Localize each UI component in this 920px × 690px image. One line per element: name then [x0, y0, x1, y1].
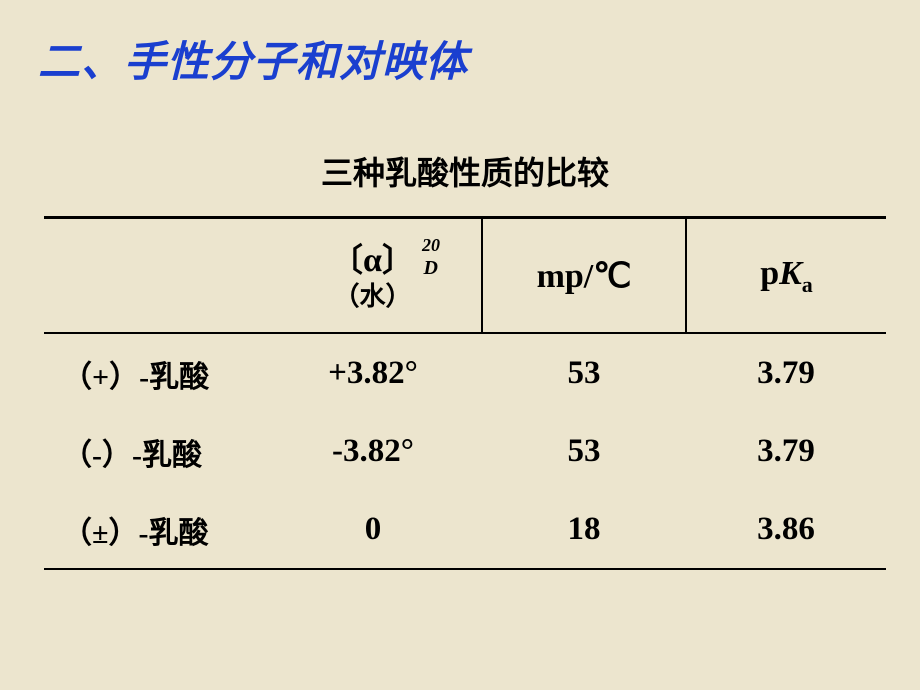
table-row: （±）-乳酸 0 18 3.86 [44, 490, 886, 569]
cell-mp: 18 [482, 490, 686, 569]
cell-alpha: -3.82° [264, 412, 482, 490]
table-bottom-rule [44, 569, 886, 570]
table-row: （-）-乳酸 -3.82° 53 3.79 [44, 412, 886, 490]
pka-a: a [802, 272, 813, 297]
lactic-acid-table: 〔α〕 20 D （水） mp/℃ pKa （+）-乳酸 [44, 216, 886, 570]
cell-alpha: 0 [264, 490, 482, 569]
section-heading: 二、手性分子和对映体 [38, 28, 468, 89]
alpha-superscript: 20 [422, 235, 440, 256]
table-row: （+）-乳酸 +3.82° 53 3.79 [44, 333, 886, 412]
pka-p: p [760, 255, 779, 292]
pka-k: K [779, 255, 802, 292]
cell-mp: 53 [482, 333, 686, 412]
alpha-bracket-open: 〔 [331, 242, 363, 278]
row-label: （+）-乳酸 [44, 333, 264, 412]
alpha-bracket-close: 〕 [382, 242, 414, 278]
cell-pka: 3.79 [686, 412, 886, 490]
alpha-subscript: D [424, 257, 438, 280]
header-melting-point: mp/℃ [482, 218, 686, 333]
header-pka: pKa [686, 218, 886, 333]
row-label: （-）-乳酸 [44, 412, 264, 490]
table-header-row: 〔α〕 20 D （水） mp/℃ pKa [44, 218, 886, 333]
cell-alpha: +3.82° [264, 333, 482, 412]
row-label: （±）-乳酸 [44, 490, 264, 569]
cell-pka: 3.79 [686, 333, 886, 412]
table-title: 三种乳酸性质的比较 [44, 148, 886, 194]
header-specific-rotation: 〔α〕 20 D （水） [264, 218, 482, 333]
cell-pka: 3.86 [686, 490, 886, 569]
comparison-table-container: 三种乳酸性质的比较 〔α〕 20 D （水） mp/℃ [44, 148, 886, 570]
cell-mp: 53 [482, 412, 686, 490]
header-blank [44, 218, 264, 333]
alpha-symbol: α [363, 242, 382, 279]
alpha-solvent: （水） [268, 282, 477, 312]
